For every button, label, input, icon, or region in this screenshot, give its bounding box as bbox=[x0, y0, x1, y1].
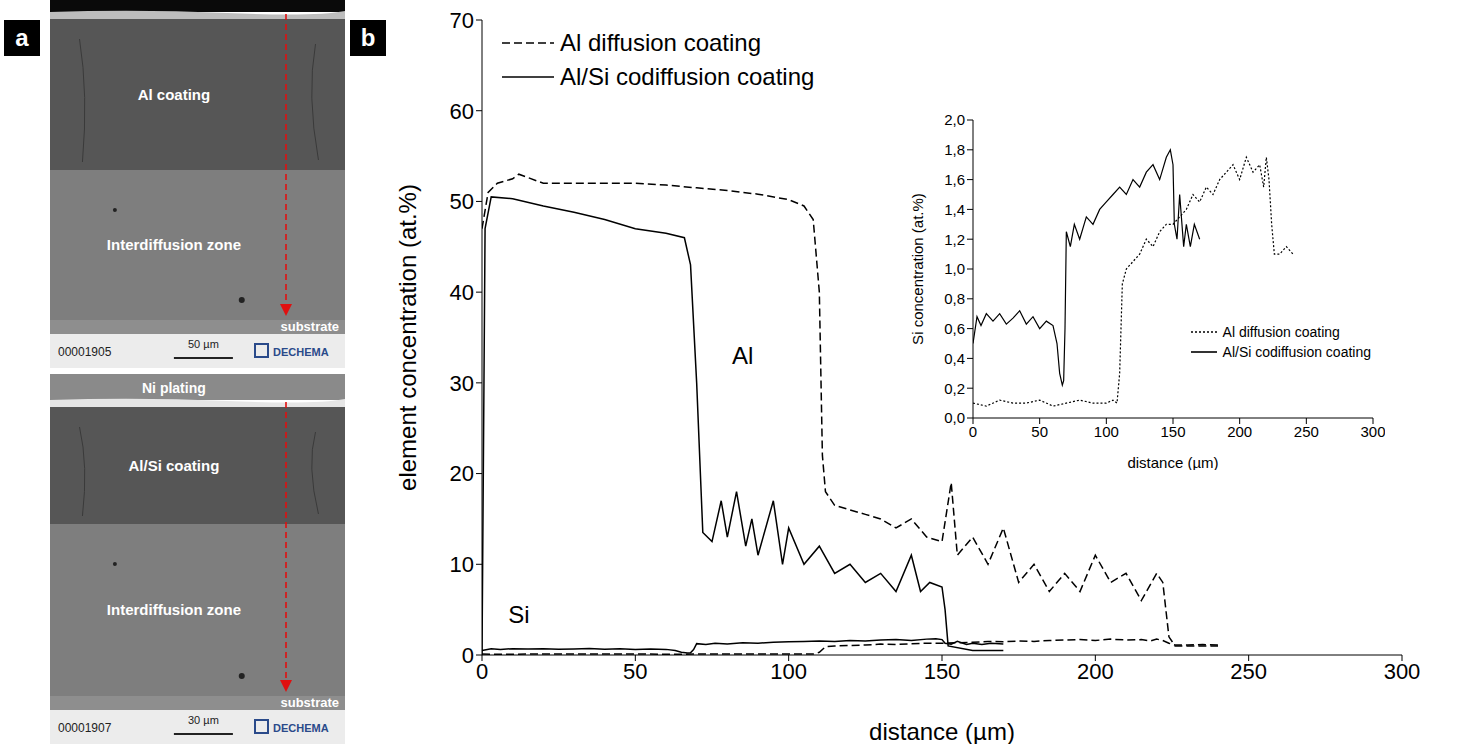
svg-text:distance (µm): distance (µm) bbox=[1127, 454, 1218, 470]
svg-text:70: 70 bbox=[450, 8, 474, 33]
html-text:a: a bbox=[15, 24, 29, 51]
svg-text:20: 20 bbox=[450, 461, 474, 486]
svg-text:100: 100 bbox=[1094, 423, 1119, 440]
svg-text:Al: Al bbox=[732, 342, 753, 369]
svg-text:00001905: 00001905 bbox=[58, 345, 112, 359]
svg-text:2,0: 2,0 bbox=[944, 111, 965, 128]
html-text:Al/Si codiffusion coating: Al/Si codiffusion coating bbox=[560, 63, 815, 90]
html-text:Al diffusion coating: Al diffusion coating bbox=[1222, 324, 1340, 340]
svg-text:1,8: 1,8 bbox=[944, 141, 965, 158]
svg-text:30: 30 bbox=[450, 371, 474, 396]
html-text:Al diffusion coating: Al diffusion coating bbox=[560, 29, 761, 56]
svg-text:1,4: 1,4 bbox=[944, 201, 965, 218]
svg-text:Si: Si bbox=[508, 601, 529, 628]
svg-text:300: 300 bbox=[1384, 659, 1421, 684]
svg-text:1,2: 1,2 bbox=[944, 231, 965, 248]
svg-text:150: 150 bbox=[924, 659, 961, 684]
svg-text:Ni plating: Ni plating bbox=[142, 380, 206, 396]
svg-text:Al/Si coating: Al/Si coating bbox=[128, 457, 219, 474]
svg-text:50: 50 bbox=[1031, 423, 1048, 440]
svg-text:0: 0 bbox=[476, 659, 488, 684]
svg-text:1,0: 1,0 bbox=[944, 260, 965, 277]
svg-text:Si concentration (at.%): Si concentration (at.%) bbox=[909, 193, 926, 345]
svg-text:40: 40 bbox=[450, 280, 474, 305]
svg-text:0,6: 0,6 bbox=[944, 320, 965, 337]
svg-text:0,2: 0,2 bbox=[944, 380, 965, 397]
svg-text:substrate: substrate bbox=[280, 695, 339, 710]
svg-text:0,8: 0,8 bbox=[944, 290, 965, 307]
svg-text:distance (µm): distance (µm) bbox=[869, 718, 1015, 744]
svg-text:Interdiffusion zone: Interdiffusion zone bbox=[107, 601, 241, 618]
svg-text:100: 100 bbox=[770, 659, 807, 684]
svg-text:element concentration (at.%): element concentration (at.%) bbox=[394, 184, 421, 491]
svg-text:50: 50 bbox=[623, 659, 647, 684]
svg-text:30 µm: 30 µm bbox=[188, 714, 219, 726]
svg-text:0: 0 bbox=[969, 423, 977, 440]
svg-text:250: 250 bbox=[1294, 423, 1319, 440]
svg-text:60: 60 bbox=[450, 99, 474, 124]
svg-text:200: 200 bbox=[1077, 659, 1114, 684]
svg-text:Al coating: Al coating bbox=[138, 86, 211, 103]
svg-text:Interdiffusion zone: Interdiffusion zone bbox=[107, 236, 241, 253]
svg-text:0: 0 bbox=[462, 643, 474, 668]
svg-text:250: 250 bbox=[1230, 659, 1267, 684]
svg-text:10: 10 bbox=[450, 552, 474, 577]
svg-text:1,6: 1,6 bbox=[944, 171, 965, 188]
svg-text:substrate: substrate bbox=[280, 319, 339, 334]
svg-text:50: 50 bbox=[450, 189, 474, 214]
svg-text:0,0: 0,0 bbox=[944, 409, 965, 426]
svg-text:150: 150 bbox=[1160, 423, 1185, 440]
svg-text:DECHEMA: DECHEMA bbox=[273, 346, 329, 358]
html-text:Al/Si codiffusion coating: Al/Si codiffusion coating bbox=[1222, 344, 1371, 360]
svg-text:DECHEMA: DECHEMA bbox=[273, 722, 329, 734]
html-text:b: b bbox=[360, 24, 376, 51]
svg-text:0,4: 0,4 bbox=[944, 350, 965, 367]
svg-text:00001907: 00001907 bbox=[58, 721, 112, 735]
svg-text:200: 200 bbox=[1227, 423, 1252, 440]
svg-text:50 µm: 50 µm bbox=[188, 338, 219, 350]
svg-text:300: 300 bbox=[1360, 423, 1385, 440]
